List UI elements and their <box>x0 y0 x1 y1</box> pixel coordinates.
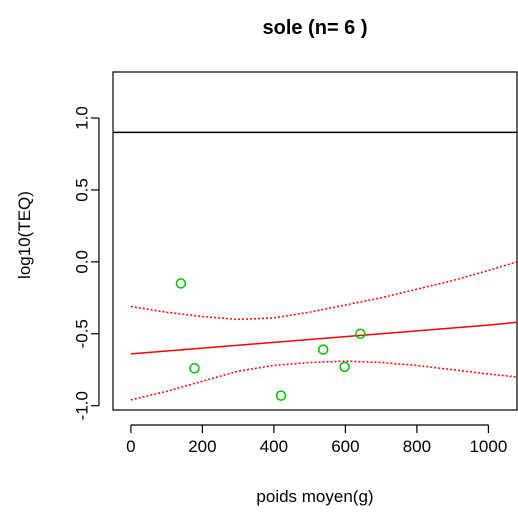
y-tick-label: -0.5 <box>72 319 91 348</box>
x-tick-label: 1000 <box>469 437 507 456</box>
x-axis-label: poids moyen(g) <box>256 487 373 506</box>
data-point <box>189 363 200 374</box>
x-axis: 0 200 400 600 800 1000 <box>126 424 507 456</box>
data-point <box>275 390 287 401</box>
y-axis-label: log10(TEQ) <box>15 191 34 279</box>
x-tick-label: 400 <box>260 437 288 456</box>
y-tick-label: 0.0 <box>72 250 91 274</box>
upper-confidence-band <box>130 261 518 321</box>
y-tick-label: -1.0 <box>72 391 91 420</box>
x-tick-label: 0 <box>126 437 135 456</box>
plot-area <box>112 71 518 411</box>
data-point <box>339 361 350 373</box>
data-point <box>175 278 187 289</box>
y-tick-label: 1.0 <box>72 106 91 130</box>
plot-frame <box>112 71 518 411</box>
y-tick-label: 0.5 <box>72 178 91 202</box>
lower-confidence-band <box>130 360 518 401</box>
x-tick-label: 600 <box>331 437 359 456</box>
data-point <box>355 328 366 340</box>
x-tick-label: 800 <box>403 437 431 456</box>
data-point <box>317 344 329 355</box>
x-tick-label: 200 <box>188 437 216 456</box>
chart-title: sole (n= 6 ) <box>262 17 367 39</box>
fit-line <box>130 321 518 355</box>
y-axis: -1.0 -0.5 0.0 0.5 1.0 <box>72 106 100 420</box>
